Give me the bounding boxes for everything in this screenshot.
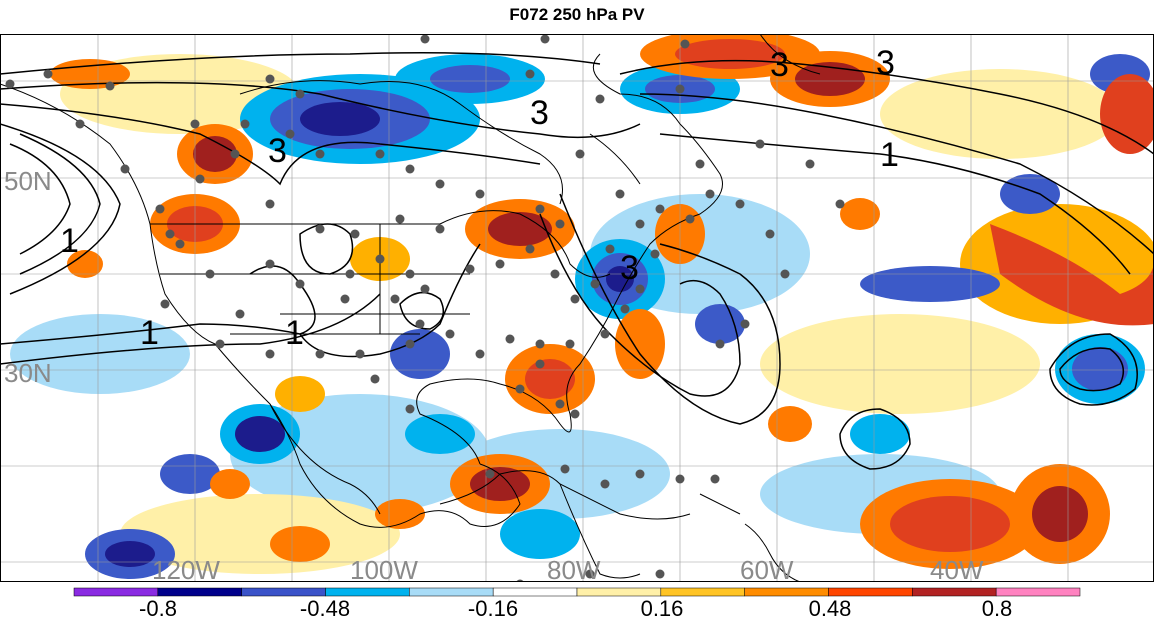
pv-map: 3 3 3 3 1 1 1 1 3 50N 30N 120W 100W 80W …: [0, 34, 1154, 582]
colorbar-swatch: [576, 587, 662, 597]
lon-label-120w: 120W: [152, 555, 220, 582]
colorbar-tick-label: 0.8: [982, 596, 1013, 619]
colorbar-swatch: [157, 587, 242, 597]
colorbar-tick-label: -0.48: [300, 596, 350, 619]
contour-label: 1: [285, 314, 304, 352]
lat-label-30n: 30N: [4, 358, 52, 388]
colorbar-tick-label: -0.8: [139, 596, 177, 619]
lon-label-100w: 100W: [350, 555, 418, 582]
station-dots: [5, 34, 845, 582]
colorbar-swatch: [744, 587, 829, 597]
colorbar-tick-label: 0.16: [641, 596, 684, 619]
map-title: F072 250 hPa PV: [509, 5, 645, 24]
colorbar-tick-label: -0.16: [468, 596, 518, 619]
colorbar-swatch: [409, 587, 494, 597]
contour-label: 3: [770, 46, 789, 84]
contour-label: 3: [876, 44, 895, 82]
pv-anomaly-fills: [10, 34, 1154, 579]
lat-label-50n: 50N: [4, 166, 52, 196]
colorbar-swatch: [828, 587, 913, 597]
contour-label: 3: [620, 249, 639, 287]
contour-labels: 3 3 3 3 1 1 1 1 3: [60, 44, 899, 352]
lon-label-80w: 80W: [547, 555, 601, 582]
contour-label: 3: [530, 94, 549, 132]
contour-label: 1: [880, 136, 899, 174]
coastlines: [0, 34, 821, 582]
lon-label-60w: 60W: [740, 555, 794, 582]
colorbar-tick-label: 0.48: [809, 596, 852, 619]
colorbar: -0.8 -0.48 -0.16 0.16 0.48 0.8: [73, 587, 1081, 619]
colorbar-swatch: [73, 587, 159, 597]
colorbar-swatch: [241, 587, 326, 597]
contour-label: 1: [140, 314, 159, 352]
colorbar-swatch: [492, 587, 578, 597]
pv-contours: [0, 52, 1154, 470]
contour-label: 3: [268, 132, 287, 170]
colorbar-swatch: [325, 587, 410, 597]
lon-label-40w: 40W: [930, 555, 984, 582]
colorbar-tick-labels: -0.8 -0.48 -0.16 0.16 0.48 0.8: [139, 596, 1012, 619]
contour-label: 1: [60, 222, 79, 260]
colorbar-swatch: [912, 587, 997, 597]
colorbar-swatches: [73, 587, 1081, 597]
colorbar-swatch: [995, 587, 1081, 597]
colorbar-swatch: [660, 587, 745, 597]
